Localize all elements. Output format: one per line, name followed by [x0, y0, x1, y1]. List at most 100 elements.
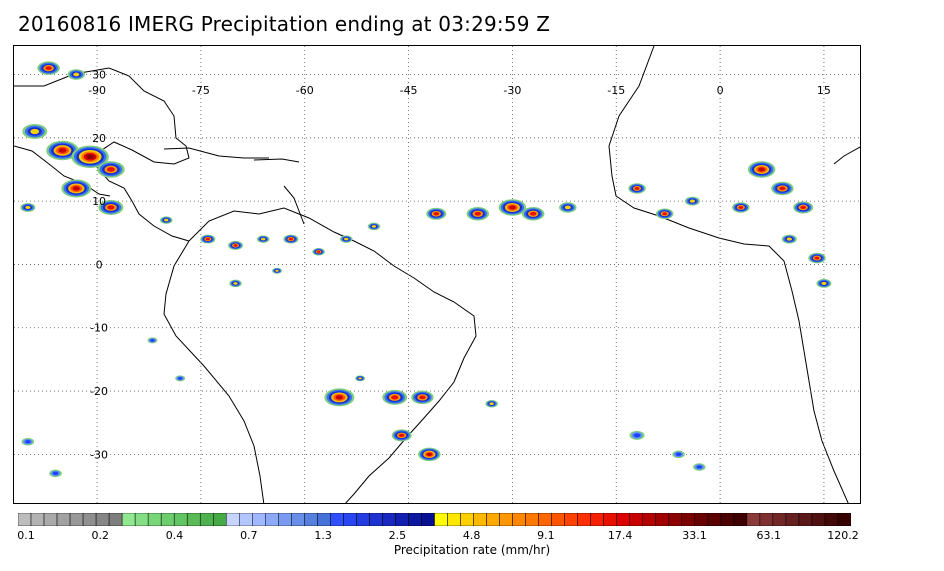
precip-cell: [485, 399, 498, 408]
precip-cell: [732, 202, 750, 213]
longitude-label: -30: [503, 84, 521, 97]
colorbar-swatch: [616, 513, 630, 526]
precip-cell: [355, 375, 366, 382]
colorbar-tick-label: 63.1: [756, 529, 781, 542]
precip-cell: [498, 199, 527, 216]
precip-cell: [655, 208, 674, 220]
precip-contour: [758, 167, 765, 172]
latitude-label: 10: [92, 195, 106, 208]
precip-cell: [628, 183, 646, 194]
precip-contour: [30, 128, 40, 135]
colorbar-swatch: [199, 513, 214, 526]
colorbar-swatch: [603, 513, 617, 526]
precip-cell: [21, 437, 35, 446]
precip-contour: [107, 205, 115, 210]
precip-contour: [433, 212, 440, 216]
colorbar-tick-label: 0.2: [91, 529, 110, 542]
precip-cell: [808, 252, 826, 264]
precip-cell: [272, 267, 283, 274]
precip-contour: [564, 205, 571, 210]
colorbar-swatch: [291, 513, 305, 526]
precip-cell: [37, 61, 60, 75]
precip-contour: [509, 205, 516, 210]
colorbar-swatch: [434, 513, 448, 526]
colorbar-tick-label: 120.2: [827, 529, 859, 542]
colorbar-swatch: [525, 513, 539, 526]
longitude-label: -90: [88, 84, 106, 97]
colorbar-swatch: [785, 513, 800, 526]
colorbar-swatch: [512, 513, 526, 526]
precip-contour: [150, 339, 155, 342]
precip-cell: [22, 123, 48, 139]
precip-contour: [177, 377, 183, 380]
colorbar-label: Precipitation rate (mm/hr): [393, 543, 551, 557]
precip-cell: [411, 390, 434, 405]
precip-contour: [689, 199, 696, 203]
precip-cell: [684, 196, 700, 206]
precip-cell: [71, 145, 109, 169]
colorbar-swatch: [356, 513, 370, 526]
precip-cell: [229, 279, 242, 288]
precip-cell: [629, 430, 645, 440]
precip-contour: [391, 395, 399, 400]
map-panel: -90 -75 -60 -45 -30 -15 0 15 30 20 10 0 -10 -20 -30: [13, 45, 861, 504]
precip-contour: [358, 377, 362, 380]
colorbar-ticks: 0.1 0.2 0.4 0.7 1.3 2.5 4.8 9.1 17.4 33.1 63.1 120.…: [0, 529, 944, 543]
precip-cell: [160, 216, 173, 224]
precip-cell: [147, 337, 158, 344]
colorbar-swatch: [447, 513, 461, 526]
colorbar-swatch: [811, 513, 826, 526]
precip-contour: [634, 186, 640, 190]
longitude-labels: -90 -75 -60 -45 -30 -15 0 15: [88, 84, 831, 97]
precip-cell: [175, 375, 186, 382]
precip-contour: [233, 244, 238, 247]
precip-contour: [45, 66, 52, 71]
map-title: 20160816 IMERG Precipitation ending at 0…: [18, 12, 551, 36]
colorbar-swatch: [759, 513, 774, 526]
latitude-label: -10: [90, 322, 108, 335]
precip-cell: [283, 234, 299, 244]
precip-contour: [73, 72, 80, 77]
colorbar-tick-label: 17.4: [607, 529, 633, 542]
precip-cell: [816, 278, 832, 288]
coastlines: [14, 46, 860, 503]
precip-contour: [529, 211, 537, 216]
precip-contour: [786, 237, 792, 241]
colorbar-swatch: [798, 513, 813, 526]
latitude-label: 20: [92, 132, 106, 145]
precip-cell: [466, 207, 490, 221]
precip-cell: [46, 140, 79, 161]
precip-contour: [662, 212, 668, 216]
precip-cell: [693, 463, 706, 471]
colorbar-tick-label: 1.3: [314, 529, 332, 542]
precip-contour: [233, 282, 238, 285]
colorbar-swatch: [421, 513, 435, 526]
colorbar-tick-label: 0.4: [165, 529, 184, 542]
precip-contour: [489, 402, 494, 406]
colorbar-swatch: [551, 513, 565, 526]
colorbar-swatch: [668, 513, 683, 526]
colorbar-swatch: [343, 513, 357, 526]
longitude-label: 0: [717, 84, 724, 97]
colorbar-swatch: [56, 513, 71, 526]
precip-contour: [800, 205, 807, 210]
precip-cell: [61, 179, 92, 198]
latitude-label: 0: [96, 258, 103, 271]
precip-cell: [521, 207, 545, 221]
colorbar-tick-label: 0.7: [240, 529, 258, 542]
colorbar-swatch: [226, 513, 240, 526]
precip-contour: [738, 205, 744, 209]
colorbar-swatch: [655, 513, 670, 526]
precip-cell: [20, 202, 36, 212]
precip-contour: [633, 433, 641, 438]
colorbar-swatch: [629, 513, 643, 526]
longitude-label: -75: [192, 84, 210, 97]
colorbar-swatch: [460, 513, 474, 526]
colorbar-swatch: [538, 513, 552, 526]
precip-contour: [814, 256, 820, 260]
colorbar-swatch: [330, 513, 344, 526]
precip-cell: [559, 202, 577, 213]
colorbar-swatch: [30, 513, 45, 526]
precip-contour: [106, 167, 115, 172]
colorbar-swatch: [681, 513, 696, 526]
